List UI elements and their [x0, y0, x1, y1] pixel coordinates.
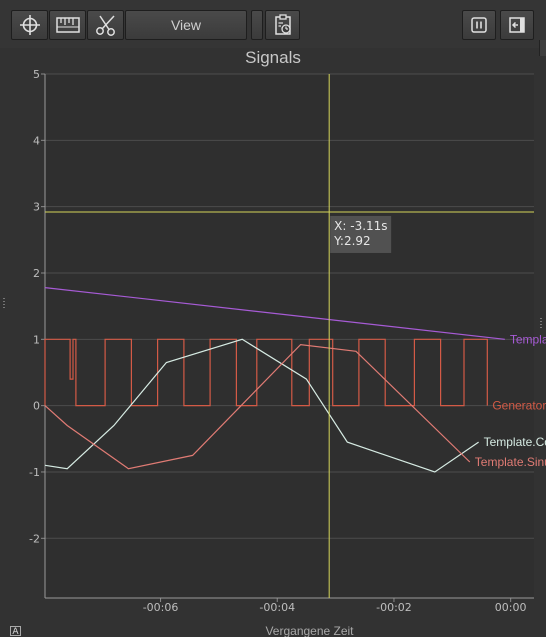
- y-tick-label: 3: [33, 201, 40, 214]
- cursor-readout-box: [330, 215, 392, 253]
- x-tick-label: -00:04: [259, 601, 295, 614]
- ruler-icon: [55, 17, 80, 33]
- right-resize-grip[interactable]: [540, 318, 542, 330]
- crosshair-icon: [19, 15, 40, 35]
- series-label: Template.Cosinus: [484, 435, 546, 449]
- pause-icon: [471, 17, 487, 33]
- y-tick-label: 4: [33, 134, 40, 147]
- clipboard-clock-icon: [274, 14, 291, 35]
- cursor-readout-y: Y:2.92: [333, 234, 371, 248]
- cursor-readout-x: X: -3.11s: [334, 219, 387, 233]
- x-tick-label: -00:06: [143, 601, 179, 614]
- y-tick-label: 1: [33, 333, 40, 346]
- scissors-icon: [95, 15, 115, 36]
- x-axis-label: Vergangene Zeit: [265, 624, 354, 637]
- series-line: [44, 338, 488, 407]
- clipboard-button[interactable]: [265, 10, 300, 40]
- x-tick-label: 00:00: [495, 601, 527, 614]
- series-label: Template.Plot: [510, 332, 546, 346]
- view-button[interactable]: View: [125, 10, 247, 40]
- series-line: [44, 287, 505, 340]
- y-tick-label: 5: [33, 68, 40, 81]
- scissors-button[interactable]: [87, 10, 124, 40]
- y-tick-label: -1: [29, 466, 40, 479]
- toolbar: View: [0, 0, 546, 48]
- series-line: [44, 343, 471, 470]
- series-line: [44, 338, 479, 473]
- series-label: Template.Sinus: [475, 455, 546, 469]
- x-tick-label: -00:02: [376, 601, 412, 614]
- y-tick-label: -2: [29, 532, 40, 545]
- pause-button[interactable]: [462, 10, 496, 40]
- crosshair-button[interactable]: [11, 10, 48, 40]
- y-tick-label: 2: [33, 267, 40, 280]
- auto-scale-icon[interactable]: A: [10, 626, 21, 637]
- exit-button[interactable]: [500, 10, 534, 40]
- chart-title: Signals: [245, 48, 301, 67]
- exit-icon: [509, 17, 525, 33]
- ruler-button[interactable]: [49, 10, 86, 40]
- window-edge-handle[interactable]: [539, 40, 546, 56]
- series-label: Generator.Square: [492, 399, 546, 413]
- y-tick-label: 0: [33, 400, 40, 413]
- left-resize-grip[interactable]: [3, 298, 5, 310]
- plot-area: [45, 74, 534, 598]
- view-dropdown-handle[interactable]: [251, 10, 263, 40]
